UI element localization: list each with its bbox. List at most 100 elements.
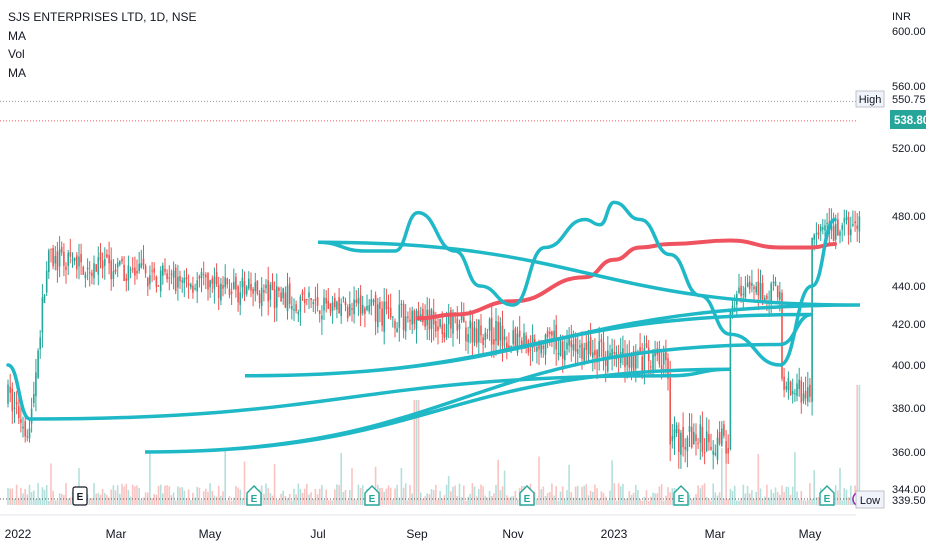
candle-body	[740, 285, 742, 296]
candle-body	[854, 221, 856, 224]
candle-body	[76, 255, 78, 270]
volume-bar	[52, 490, 54, 505]
candle-body	[174, 267, 177, 292]
candle-body	[269, 284, 272, 300]
volume-bar	[804, 500, 807, 505]
candle-body	[776, 285, 779, 298]
candle-body	[366, 305, 368, 310]
candle-body	[321, 315, 323, 320]
candle-body	[20, 419, 22, 423]
candle-body	[858, 216, 861, 232]
x-tick-label: May	[199, 527, 222, 541]
candle-body	[701, 427, 704, 452]
candle-body	[544, 334, 547, 355]
legend-item-ma-1[interactable]: MA	[8, 28, 26, 43]
volume-bar	[456, 496, 459, 505]
candle-body	[138, 263, 140, 272]
volume-bar	[233, 497, 235, 505]
volume-bar	[441, 498, 444, 505]
volume-bar	[540, 489, 542, 505]
volume-bar	[450, 491, 452, 505]
candle-body	[119, 260, 121, 265]
volume-bar	[411, 493, 413, 505]
candle-body	[478, 319, 480, 343]
volume-bar	[708, 499, 710, 505]
earnings-icon[interactable]: E	[72, 486, 88, 506]
volume-bar	[99, 494, 102, 505]
volume-bar	[308, 494, 310, 505]
volume-bar	[538, 456, 540, 505]
candle-body	[299, 296, 302, 312]
volume-bar	[321, 485, 323, 505]
volume-bar	[33, 490, 35, 505]
volume-bar	[546, 492, 549, 505]
candle-body	[443, 332, 446, 338]
candle-body	[635, 351, 637, 369]
candle-body	[628, 356, 631, 368]
earnings-icon[interactable]: E	[246, 485, 262, 506]
legend-item-vol[interactable]: Vol	[8, 47, 25, 61]
volume-bar	[583, 485, 585, 505]
volume-bar	[65, 483, 67, 505]
volume-bar	[331, 500, 334, 505]
price-axis[interactable]: INR 360.00 380.00 400.00 420.00 440.00 480.00 5…	[892, 11, 926, 496]
volume-bar	[817, 496, 820, 505]
volume-bar	[28, 484, 31, 505]
candle-body	[445, 324, 448, 338]
earnings-icon[interactable]: E	[364, 485, 380, 506]
volume-bar	[164, 485, 166, 505]
volume-bar	[353, 498, 355, 505]
candle-body	[699, 424, 702, 443]
volume-bar	[581, 486, 583, 505]
price-labels: High 550.75 538.80 Low 339.50	[855, 90, 929, 509]
candle-body	[69, 252, 72, 257]
volume-bar	[41, 487, 44, 505]
candle-body	[18, 405, 20, 419]
volume-bar	[497, 459, 499, 505]
volume-bar	[187, 489, 190, 505]
candle-body	[121, 258, 123, 262]
legend-item-ma-2[interactable]: MA	[8, 65, 26, 80]
currency-label: INR	[892, 11, 911, 23]
candle-body	[86, 267, 89, 270]
time-axis[interactable]: 2022 Mar May Jul Sep Nov 2023 Mar May	[0, 514, 856, 541]
candle-body	[295, 304, 297, 311]
candle-body	[529, 349, 532, 351]
candle-body	[697, 443, 699, 445]
candle-body	[144, 265, 147, 274]
earnings-icon[interactable]: E	[519, 485, 535, 506]
candle-body	[804, 390, 807, 399]
volume-bar	[798, 499, 800, 505]
volume-bar	[344, 489, 347, 505]
volume-bar	[776, 491, 779, 505]
volume-bar	[609, 490, 611, 505]
volume-bar	[198, 487, 201, 505]
candle-body	[467, 334, 469, 343]
volume-bar	[658, 486, 661, 505]
candle-body	[112, 271, 115, 279]
candle-body	[276, 286, 278, 308]
legend-title[interactable]: SJS ENTERPRISES LTD, 1D, NSE	[8, 10, 197, 24]
candle-body	[546, 330, 549, 337]
candle-body	[258, 293, 261, 304]
candle-body	[273, 289, 276, 308]
earnings-icon[interactable]: E	[673, 485, 689, 506]
volume-bar	[314, 488, 317, 505]
candle-body	[800, 380, 803, 403]
candle-body	[770, 283, 772, 304]
volume-bar	[738, 500, 740, 505]
candle-body	[237, 286, 239, 303]
candle-body	[669, 377, 671, 445]
candle-body	[589, 337, 592, 355]
volume-bar	[757, 454, 760, 505]
volume-bar	[447, 475, 450, 505]
volume-bar	[121, 483, 123, 505]
volume-bar	[858, 385, 861, 505]
candle-body	[56, 251, 59, 271]
candle-body	[134, 267, 136, 276]
earnings-icon[interactable]: E	[819, 485, 835, 506]
volume-bar	[458, 483, 461, 505]
volume-bar	[291, 500, 293, 505]
